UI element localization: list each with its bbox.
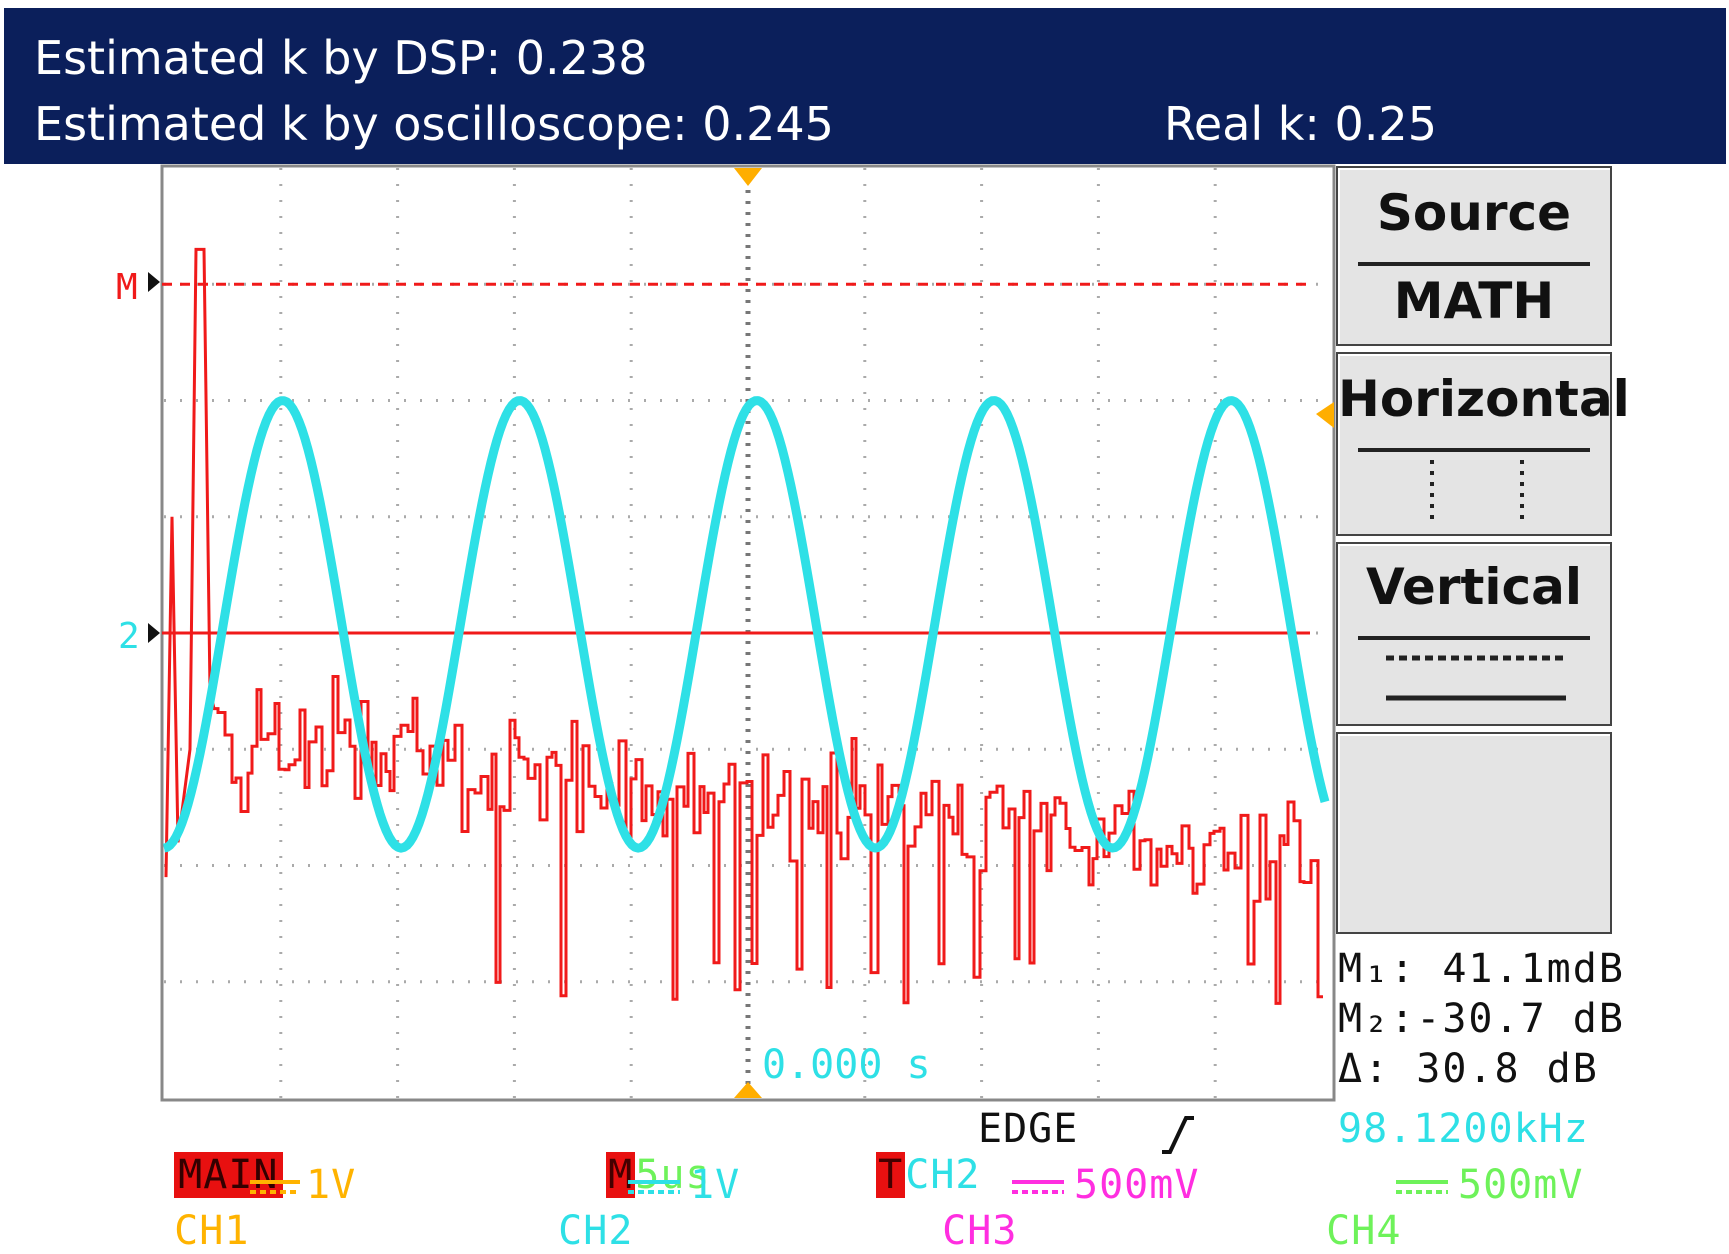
source-menu-box[interactable]: Source MATH [1336,166,1612,346]
math-marker-label: M [116,267,138,308]
ch2-scale: 1V [690,1162,741,1208]
trigger-source: CH2 [905,1152,981,1198]
horizontal-cursor-icon [1430,460,1524,526]
ch4-scale: 500mV [1458,1162,1584,1208]
dsp-estimate-label: Estimated k by DSP: 0.238 [34,31,648,85]
ch3-scale: 500mV [1074,1162,1200,1208]
ch2-sine-trace [162,396,1330,853]
frequency-readout: 98.1200kHz [1338,1106,1589,1152]
trigger-position-top-marker [734,168,762,186]
trigger-position-bottom-marker [734,1082,762,1098]
ch4-label: CH4 [1276,1162,1401,1254]
horizontal-menu-box[interactable]: Horizontal [1336,352,1630,536]
ch1-scale: 1V [306,1162,357,1208]
math-fft-trace [164,247,1323,1005]
source-menu-divider [1358,262,1590,266]
oscilloscope-screen: M 2 0.000 s [116,164,1336,1102]
source-menu-title: Source [1376,184,1572,242]
ch2-name: CH2 [558,1208,634,1254]
vertical-menu-title: Vertical [1365,558,1583,616]
trigger-type-label: EDGE [978,1106,1079,1152]
ch4-name: CH4 [1326,1208,1402,1254]
oscilloscope-estimate-label: Estimated k by oscilloscope: 0.245 [34,97,834,151]
horizontal-menu-divider [1358,448,1590,452]
trigger-time-readout: 0.000 s [762,1042,931,1088]
vertical-menu-divider [1358,636,1590,640]
cursor-m1-readout: M₁: 41.1mdB [1338,946,1625,992]
ch1-dc-coupling-icon [250,1180,300,1194]
empty-menu-box [1336,732,1612,934]
ch2-label: CH2 [508,1162,633,1254]
cursor-m2-readout: M₂:-30.7 dB [1338,996,1625,1042]
trigger-indicator: TCH2 [826,1106,981,1198]
source-menu-value: MATH [1393,272,1555,330]
ch1-label: CH1 [124,1162,249,1254]
trigger-tag: T [876,1152,906,1198]
vertical-menu-box[interactable]: Vertical [1336,542,1612,726]
ch2-marker-arrow [148,623,160,643]
cursor-delta-readout: Δ: 30.8 dB [1338,1046,1599,1092]
ch4-dc-coupling-icon [1396,1180,1448,1194]
horizontal-menu-title: Horizontal [1338,370,1630,428]
ch3-label: CH3 [892,1162,1017,1254]
rising-edge-icon [1162,1116,1194,1154]
ch2-dc-coupling-icon [628,1180,680,1194]
ch1-name: CH1 [174,1208,250,1254]
ch3-name: CH3 [942,1208,1018,1254]
ch2-marker-label: 2 [118,616,140,657]
math-marker-arrow [148,272,160,292]
ch3-dc-coupling-icon [1012,1180,1064,1194]
vertical-cursor-icon [1386,655,1566,701]
trigger-level-marker [1316,402,1334,428]
real-k-label: Real k: 0.25 [1164,97,1437,151]
results-banner: Estimated k by DSP: 0.238 Estimated k by… [4,8,1726,164]
